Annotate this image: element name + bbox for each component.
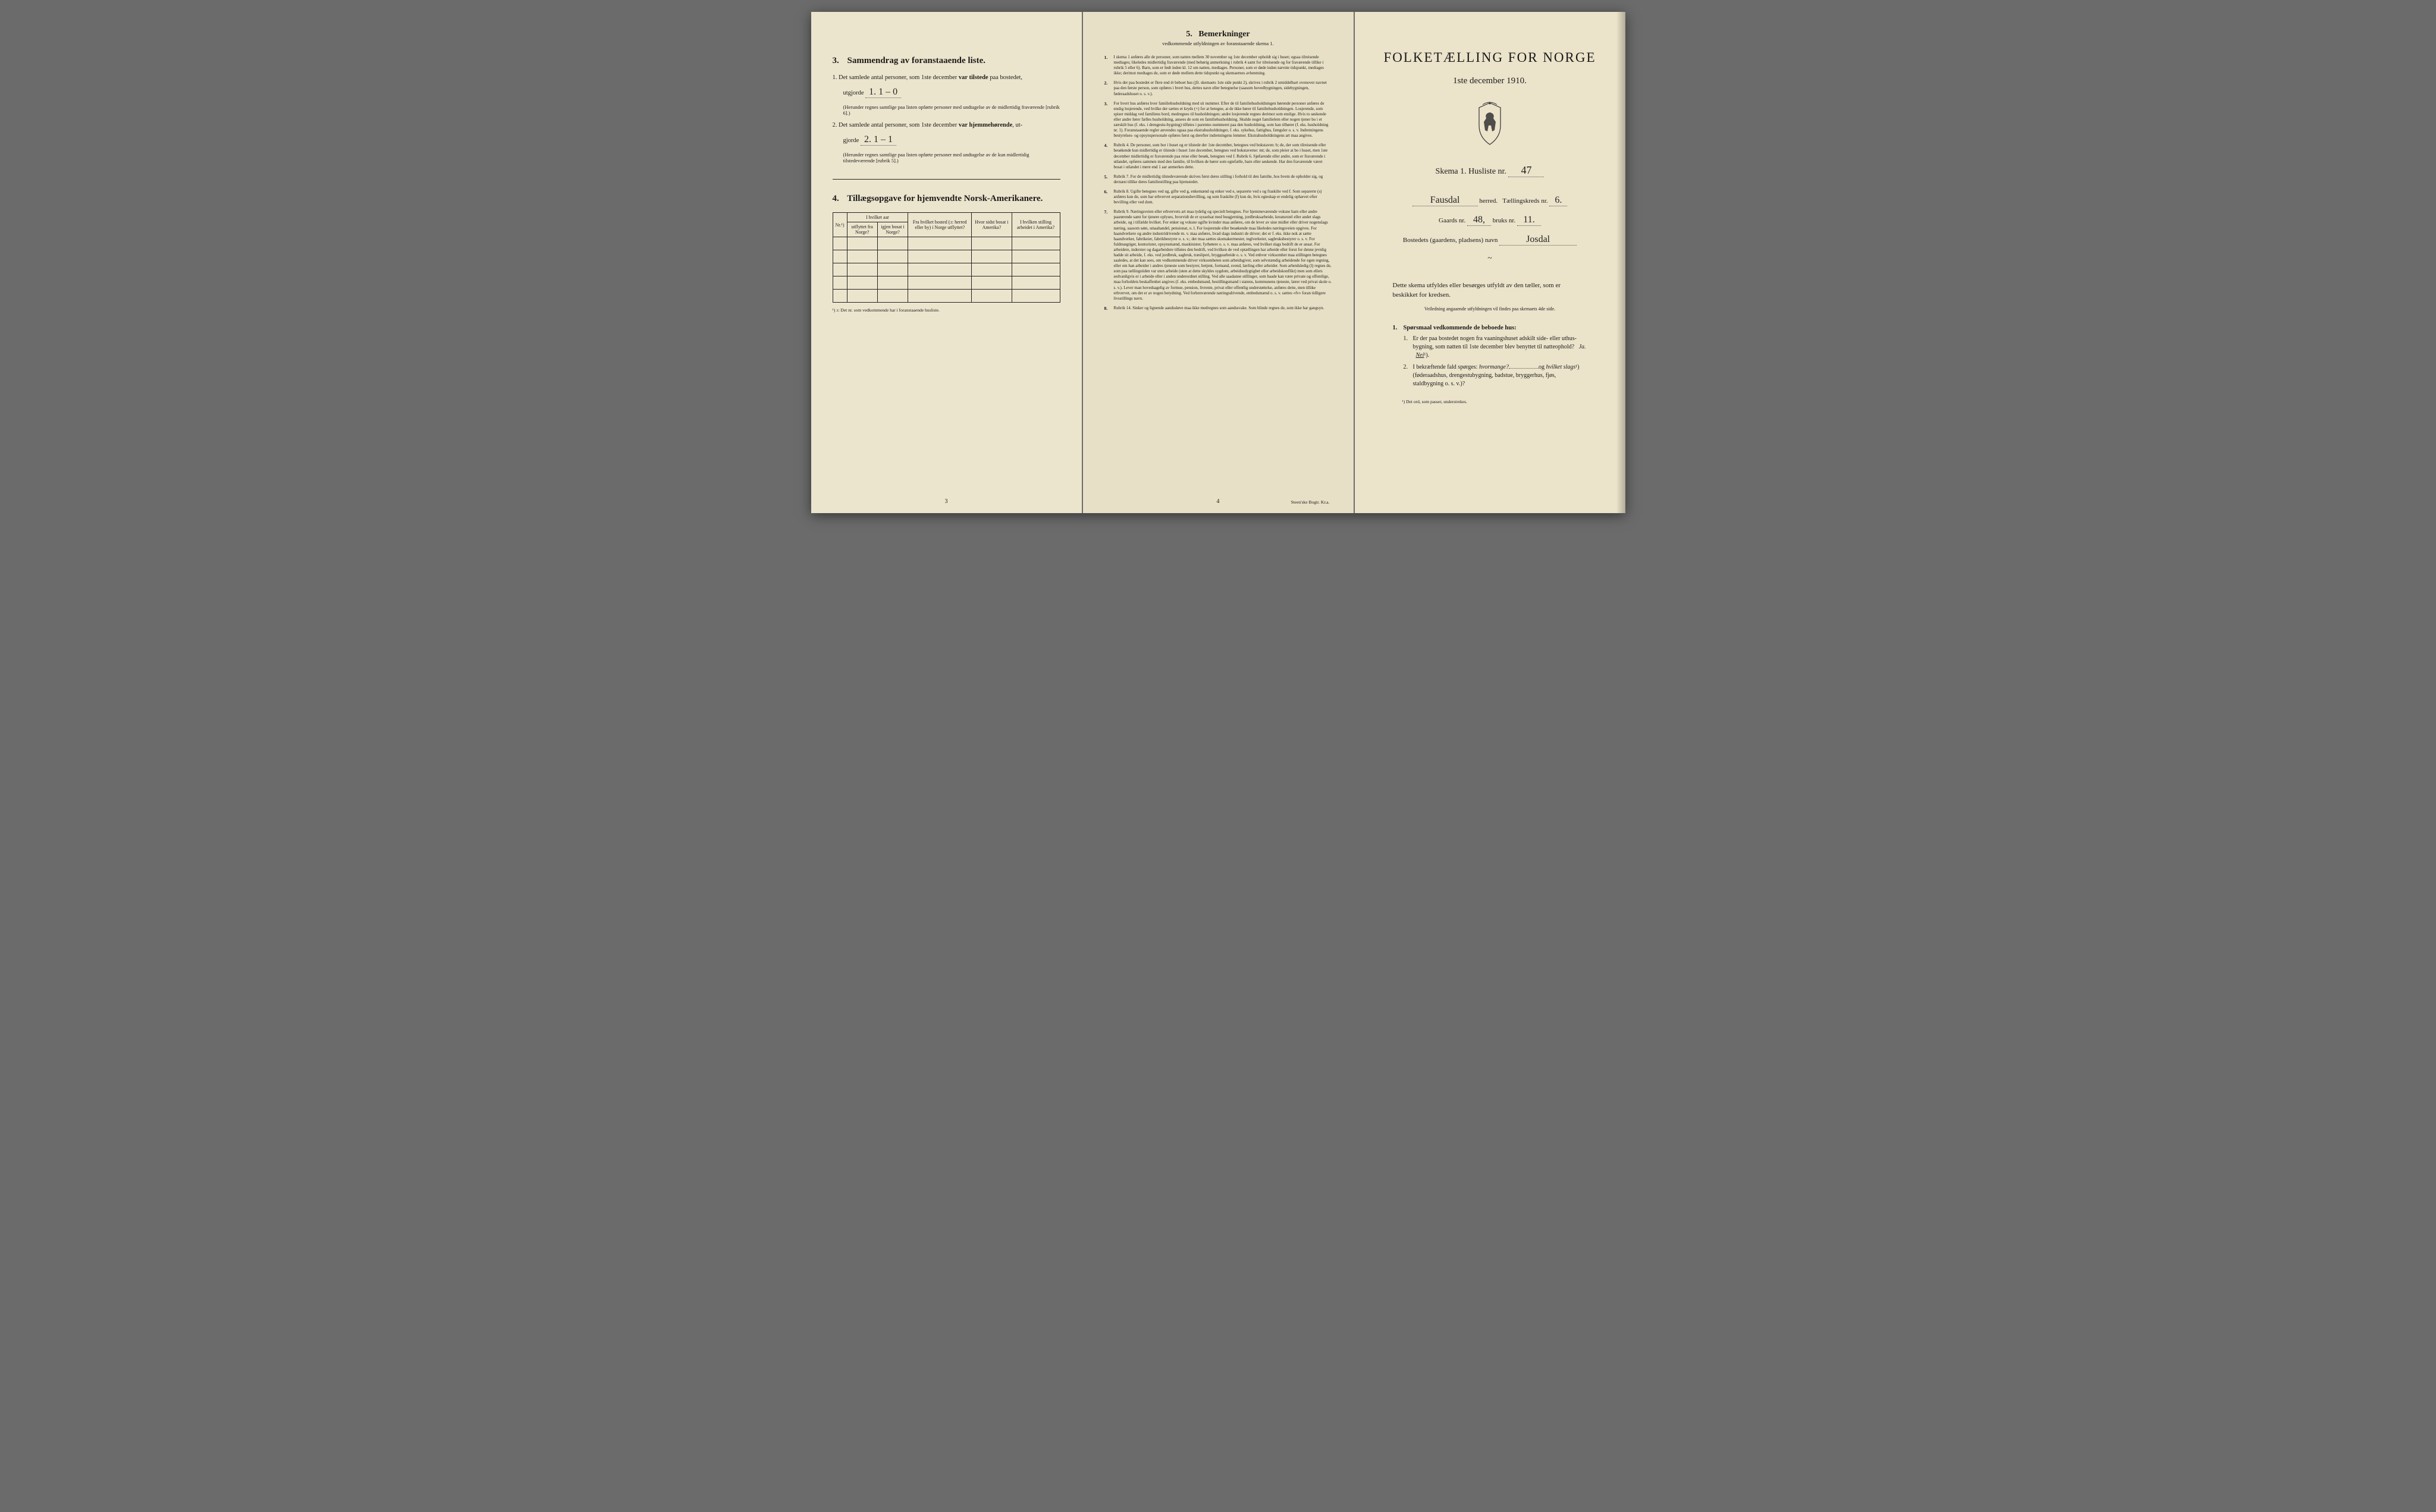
coat-of-arms-icon bbox=[1472, 102, 1508, 146]
printer-credit: Steen'ske Bogtr. Kr.a. bbox=[1291, 499, 1330, 505]
gaard-handwritten: 48, bbox=[1467, 215, 1491, 226]
remark-6: Rubrik 8. Ugifte betegnes ved ug, gifte … bbox=[1104, 189, 1332, 205]
th-igjen: igjen bosat i Norge? bbox=[877, 222, 908, 237]
remark-8: Rubrik 14. Sinker og lignende aandssløve… bbox=[1104, 306, 1332, 311]
section5-heading: 5. Bemerkninger bbox=[1104, 30, 1332, 39]
remark-7: Rubrik 9. Næringsveien eller erhvervets … bbox=[1104, 209, 1332, 301]
section3-num: 3. bbox=[833, 56, 839, 65]
husliste-nr-handwritten: 47 bbox=[1508, 164, 1544, 177]
bruk-handwritten: 11. bbox=[1517, 215, 1541, 226]
table-row bbox=[833, 290, 1060, 303]
handwritten-count2: 2. 1 – 1 bbox=[861, 134, 896, 146]
page-right: FOLKETÆLLING FOR NORGE 1ste december 191… bbox=[1355, 12, 1625, 513]
section3-utgjorde2: gjorde 2. 1 – 1 bbox=[833, 134, 1060, 146]
section4-footnote: ¹) ɔ: Det nr. som vedkommende har i fora… bbox=[833, 307, 1060, 313]
section5-subtitle: vedkommende utfyldningen av foranstaaend… bbox=[1104, 40, 1332, 46]
subq-2: I bekræftende fald spørges: hvormange?og… bbox=[1404, 363, 1587, 388]
th-utflyttet: utflyttet fra Norge? bbox=[847, 222, 877, 237]
subquestions: Er der paa bostedet nogen fra vaaningshu… bbox=[1404, 335, 1587, 388]
section3-paren1: (Herunder regnes samtlige paa listen opf… bbox=[833, 104, 1060, 116]
section4-num: 4. bbox=[833, 194, 839, 203]
flourish-icon: ~ bbox=[1376, 254, 1604, 263]
nei-underlined: Nei bbox=[1416, 352, 1424, 359]
section3-paren2: (Herunder regnes samtlige paa listen opf… bbox=[833, 152, 1060, 164]
section4-tbody bbox=[833, 237, 1060, 303]
remark-4: Rubrik 4. De personer, som bor i huset o… bbox=[1104, 143, 1332, 169]
section5-title: Bemerkninger bbox=[1198, 30, 1250, 39]
th-aar: I hvilket aar bbox=[847, 213, 908, 222]
section4-table: Nr.¹) I hvilket aar Fra hvilket bosted (… bbox=[833, 212, 1060, 303]
section3-title: Sammendrag av foranstaaende liste. bbox=[847, 56, 986, 65]
remark-2: Hvis der paa bostedet er flere end ét be… bbox=[1104, 80, 1332, 96]
section4-heading: 4. Tillægsopgave for hjemvendte Norsk-Am… bbox=[833, 194, 1060, 204]
table-row bbox=[833, 276, 1060, 290]
skema-line: Skema 1. Husliste nr. 47 bbox=[1376, 164, 1604, 177]
question-1: Spørsmaal vedkommende de beboede hus: Er… bbox=[1393, 325, 1587, 388]
section3-item1: 1. Det samlede antal personer, som 1ste … bbox=[833, 74, 1060, 81]
remarks-list: I skema 1 anføres alle de personer, som … bbox=[1104, 55, 1332, 311]
th-nr: Nr.¹) bbox=[833, 213, 847, 237]
page-number-3: 3 bbox=[945, 498, 948, 505]
handwritten-count1: 1. 1 – 0 bbox=[865, 87, 901, 98]
section3-utgjorde1: utgjorde 1. 1 – 0 bbox=[833, 87, 1060, 98]
bosted-row: Bostedets (gaardens, pladsens) navn Josd… bbox=[1376, 234, 1604, 246]
kreds-handwritten: 6. bbox=[1549, 195, 1567, 206]
section4-title: Tillægsopgave for hjemvendte Norsk-Ameri… bbox=[847, 194, 1043, 203]
instructions-text: Dette skema utfyldes eller besørges utfy… bbox=[1393, 281, 1587, 300]
page-middle: 5. Bemerkninger vedkommende utfyldningen… bbox=[1083, 12, 1354, 513]
page-number-4: 4 bbox=[1217, 498, 1220, 505]
gaard-row: Gaards nr. 48, bruks nr. 11. bbox=[1376, 215, 1604, 226]
divider bbox=[833, 179, 1060, 180]
section5-num: 5. bbox=[1186, 30, 1192, 39]
remark-3: For hvert hus anføres hver familiehushol… bbox=[1104, 101, 1332, 139]
questions-list: Spørsmaal vedkommende de beboede hus: Er… bbox=[1393, 325, 1587, 388]
table-row bbox=[833, 237, 1060, 250]
document-spread: 3. Sammendrag av foranstaaende liste. 1.… bbox=[811, 12, 1625, 513]
page-left: 3. Sammendrag av foranstaaende liste. 1.… bbox=[811, 12, 1082, 513]
right-footnote: ¹) Det ord, som passer, understrekes. bbox=[1402, 399, 1587, 404]
table-row bbox=[833, 250, 1060, 263]
section3-heading: 3. Sammendrag av foranstaaende liste. bbox=[833, 56, 1060, 66]
herred-row: Fausdal herred. Tællingskreds nr. 6. bbox=[1376, 195, 1604, 206]
remark-5: Rubrik 7. For de midlertidig tilstedevær… bbox=[1104, 174, 1332, 185]
section3-item2: 2. Det samlede antal personer, som 1ste … bbox=[833, 122, 1060, 128]
th-stilling: I hvilken stilling arbeidet i Amerika? bbox=[1012, 213, 1060, 237]
th-sidst: Hvor sidst bosat i Amerika? bbox=[972, 213, 1012, 237]
subq-1: Er der paa bostedet nogen fra vaaningshu… bbox=[1404, 335, 1587, 360]
herred-handwritten: Fausdal bbox=[1412, 195, 1478, 206]
th-bosted: Fra hvilket bosted (ɔ: herred eller by) … bbox=[908, 213, 972, 237]
table-row bbox=[833, 263, 1060, 276]
census-title: FOLKETÆLLING FOR NORGE bbox=[1376, 50, 1604, 65]
bosted-handwritten: Josdal bbox=[1499, 234, 1577, 246]
census-date: 1ste december 1910. bbox=[1376, 76, 1604, 86]
remark-1: I skema 1 anføres alle de personer, som … bbox=[1104, 55, 1332, 76]
instructions-sub: Veiledning angaaende utfyldningen vil fi… bbox=[1376, 306, 1604, 312]
